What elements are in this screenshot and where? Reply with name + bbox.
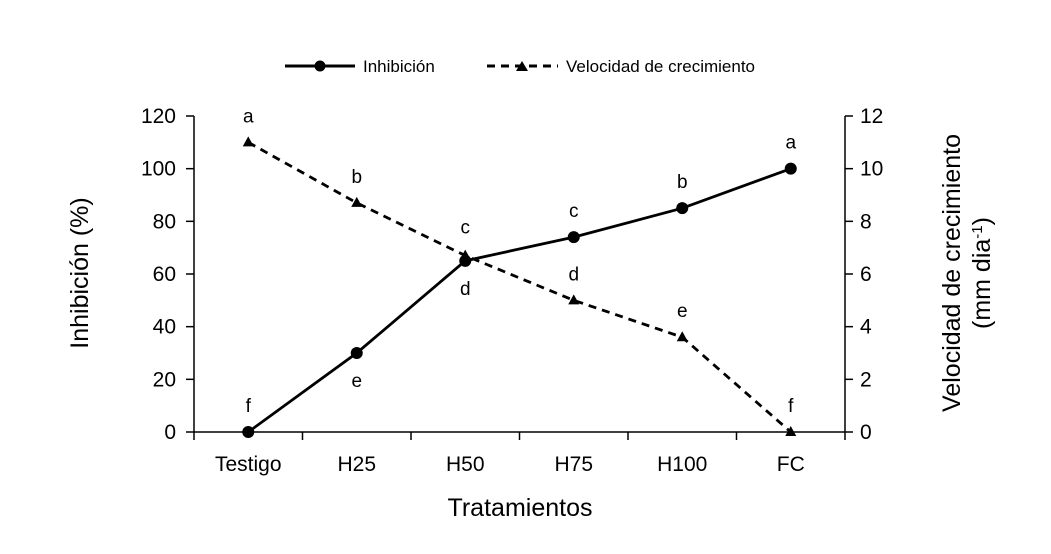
axes: 0 20 40 60 80 100 120 0 2 4 6 8 10 12 Testigo H25 H50 H75… bbox=[141, 105, 883, 476]
y-left-tick-label: 100 bbox=[141, 158, 176, 181]
series-line-1 bbox=[247, 141, 792, 434]
x-axis-title: Tratamientos bbox=[448, 494, 593, 522]
y-right-tick-label: 12 bbox=[860, 105, 883, 128]
y-right-tick-label: 0 bbox=[860, 421, 872, 444]
data-point-velocidad bbox=[351, 196, 363, 207]
y-axis-right-title-main: (mm dia bbox=[968, 239, 996, 329]
x-tick-label: H25 bbox=[337, 453, 376, 476]
data-point-velocidad bbox=[242, 136, 254, 147]
series-line-0 bbox=[247, 167, 792, 434]
significance-letter-inhibicion: f bbox=[246, 396, 252, 417]
x-tick-label: FC bbox=[777, 453, 805, 476]
y-axis-right-title-end: ) bbox=[968, 217, 996, 225]
data-point-velocidad bbox=[676, 331, 688, 342]
significance-letter-inhibicion: b bbox=[677, 172, 688, 193]
y-left-tick-label: 60 bbox=[153, 263, 176, 286]
legend-marker-velocidad bbox=[516, 61, 528, 71]
y-left-tick-label: 120 bbox=[141, 105, 176, 128]
y-right-tick-label: 10 bbox=[860, 158, 883, 181]
y-right-tick-label: 4 bbox=[860, 316, 872, 339]
y-left-tick-label: 20 bbox=[153, 368, 176, 391]
significance-letter-inhibicion: d bbox=[460, 279, 471, 300]
significance-letter-velocidad: e bbox=[677, 301, 688, 322]
x-tick-label: H75 bbox=[554, 453, 593, 476]
x-tick-label: H100 bbox=[657, 453, 707, 476]
y-left-tick-label: 80 bbox=[153, 210, 176, 233]
legend: Inhibición Velocidad de crecimiento bbox=[285, 57, 755, 76]
y-right-tick-label: 8 bbox=[860, 210, 872, 233]
legend-label-inhibicion: Inhibición bbox=[363, 57, 435, 76]
significance-letter-velocidad: a bbox=[243, 106, 254, 127]
significance-letter-velocidad: b bbox=[351, 167, 362, 188]
x-tick-label: H50 bbox=[446, 453, 485, 476]
data-point-inhibicion bbox=[567, 231, 580, 244]
y-axis-right-title-sup: -1 bbox=[969, 225, 986, 238]
y-axis-left-title: Inhibición (%) bbox=[66, 197, 94, 348]
significance-letter-velocidad: c bbox=[461, 218, 471, 239]
significance-letter-inhibicion: e bbox=[351, 371, 362, 392]
data-point-inhibicion bbox=[242, 426, 255, 438]
data-point-velocidad bbox=[459, 249, 471, 260]
data-point-inhibicion bbox=[784, 162, 797, 175]
y-axis-right-title-line2: (mm dia-1) bbox=[968, 217, 996, 329]
y-right-tick-label: 6 bbox=[860, 263, 872, 286]
x-tick-label: Testigo bbox=[215, 453, 282, 476]
series-layer: f e d c b a a b c d e f bbox=[242, 106, 797, 438]
legend-label-velocidad: Velocidad de crecimiento bbox=[566, 57, 755, 76]
y-left-tick-label: 0 bbox=[164, 421, 176, 444]
y-left-tick-label: 40 bbox=[153, 316, 176, 339]
data-point-velocidad bbox=[785, 426, 797, 436]
data-point-inhibicion bbox=[350, 347, 363, 359]
y-right-tick-label: 2 bbox=[860, 368, 872, 391]
significance-letter-velocidad: f bbox=[788, 396, 794, 417]
significance-letter-velocidad: d bbox=[568, 264, 579, 285]
legend-marker-inhibicion bbox=[314, 60, 326, 72]
significance-letter-inhibicion: a bbox=[785, 133, 796, 154]
data-point-inhibicion bbox=[676, 202, 689, 215]
y-axis-right-title-line1: Velocidad de crecimiento bbox=[938, 134, 966, 412]
y-axis-right-title: Velocidad de crecimiento (mm dia-1) bbox=[938, 134, 996, 412]
data-point-velocidad bbox=[568, 294, 580, 305]
significance-letter-inhibicion: c bbox=[569, 201, 579, 222]
